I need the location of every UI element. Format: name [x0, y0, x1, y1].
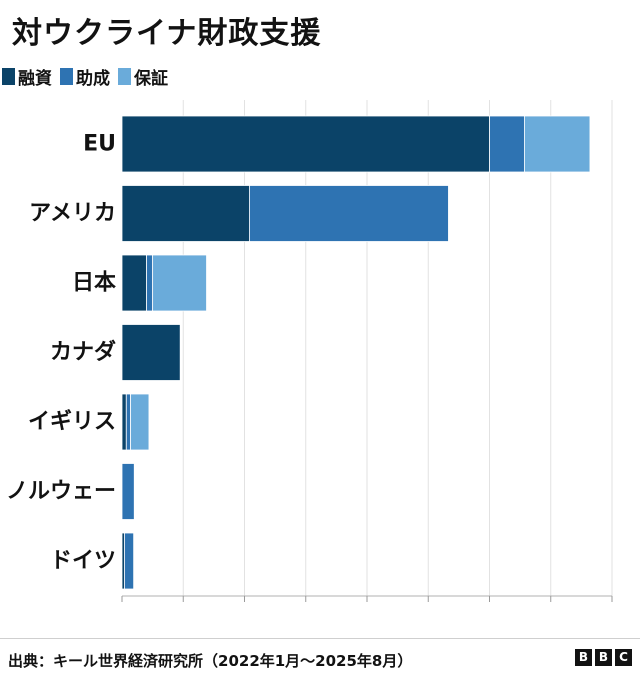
category-label: イギリス — [28, 410, 116, 435]
legend-item-loans: 融資 — [2, 64, 52, 89]
bar-segment — [121, 254, 147, 312]
bbc-logo: B B C — [575, 649, 632, 666]
legend-swatch-grants — [60, 68, 73, 85]
bar-segment — [130, 393, 150, 451]
bar-segment — [124, 532, 135, 590]
legend-item-guarantees: 保証 — [118, 64, 168, 89]
legend-swatch-guarantees — [118, 68, 131, 85]
bar-segment — [489, 115, 525, 173]
legend-swatch-loans — [2, 68, 15, 85]
category-label: 日本 — [72, 271, 116, 296]
source-note: 出典：キール世界経済研究所（2022年1月～2025年8月） — [8, 652, 413, 670]
category-label: カナダ — [50, 339, 116, 365]
bbc-logo-letter: B — [575, 649, 592, 666]
category-label: EU — [83, 132, 116, 157]
bar-segment — [146, 254, 154, 312]
legend-item-grants: 助成 — [60, 64, 110, 89]
bar-segment — [152, 254, 207, 312]
category-label: ドイツ — [50, 549, 116, 574]
legend-label-grants: 助成 — [76, 69, 110, 89]
chart-title: 対ウクライナ財政支援 — [12, 16, 322, 51]
legend: 融資 助成 保証 — [2, 64, 168, 89]
bbc-logo-letter: B — [595, 649, 612, 666]
bar-segment — [121, 463, 135, 520]
category-label: ノルウェー — [6, 479, 116, 504]
bar-segment — [121, 115, 490, 173]
bar-segment — [121, 324, 181, 381]
footer-divider — [0, 638, 640, 639]
bbc-logo-letter: C — [615, 649, 632, 666]
legend-label-loans: 融資 — [18, 69, 52, 89]
bar-segment — [121, 185, 250, 242]
bar-segment — [524, 115, 591, 173]
bar-segment — [121, 393, 127, 451]
legend-label-guarantees: 保証 — [134, 69, 168, 89]
bar-segment — [125, 393, 131, 451]
category-label: アメリカ — [29, 201, 116, 226]
bar-segment — [248, 185, 449, 242]
